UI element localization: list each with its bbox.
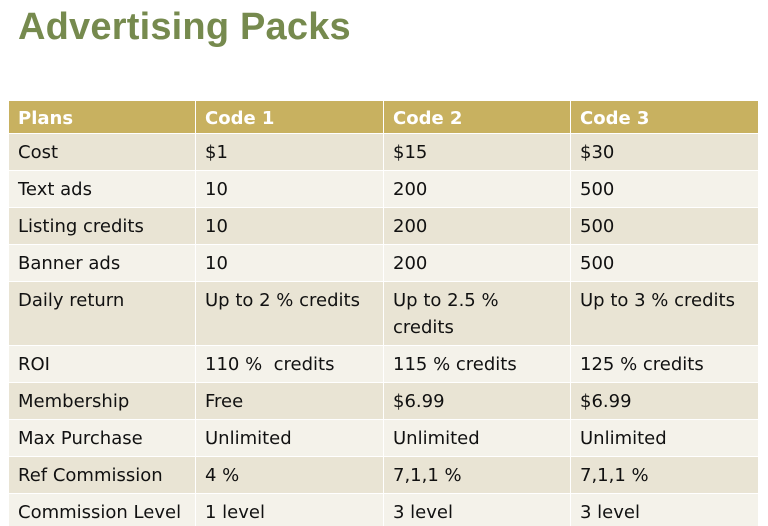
table-row-ref-commission: Ref Commission 4 % 7,1,1 % 7,1,1 % [8, 456, 759, 494]
table-cell: 110 % credits [195, 345, 384, 383]
table-cell: Up to 2.5 % credits [383, 281, 571, 346]
table-row-roi: ROI 110 % credits 115 % credits 125 % cr… [8, 345, 759, 383]
table-row-listing-credits: Listing credits 10 200 500 [8, 207, 759, 245]
row-label: Daily return [8, 281, 196, 346]
table-cell: 3 level [570, 493, 759, 526]
table-cell: 200 [383, 207, 571, 245]
advertising-packs-table: Plans Code 1 Code 2 Code 3 Cost $1 $15 $… [8, 100, 759, 526]
table-cell: Up to 2 % credits [195, 281, 384, 346]
row-label: Ref Commission [8, 456, 196, 494]
table-cell: Unlimited [383, 419, 571, 457]
table-row-membership: Membership Free $6.99 $6.99 [8, 382, 759, 420]
header-code-3: Code 3 [570, 100, 759, 134]
row-label: Listing credits [8, 207, 196, 245]
table-cell: $30 [570, 133, 759, 171]
table-cell: 10 [195, 170, 384, 208]
row-label: Commission Level [8, 493, 196, 526]
page-title: Advertising Packs [18, 6, 351, 48]
table-cell: 10 [195, 244, 384, 282]
table-cell: Unlimited [570, 419, 759, 457]
table-cell: Free [195, 382, 384, 420]
header-code-1: Code 1 [195, 100, 384, 134]
row-label: ROI [8, 345, 196, 383]
row-label: Text ads [8, 170, 196, 208]
table-cell: 200 [383, 244, 571, 282]
table-row-text-ads: Text ads 10 200 500 [8, 170, 759, 208]
table-row-daily-return: Daily return Up to 2 % credits Up to 2.5… [8, 281, 759, 346]
row-label: Max Purchase [8, 419, 196, 457]
table-row-banner-ads: Banner ads 10 200 500 [8, 244, 759, 282]
table-cell: 3 level [383, 493, 571, 526]
table-cell: 200 [383, 170, 571, 208]
header-plans: Plans [8, 100, 196, 134]
table-cell: $1 [195, 133, 384, 171]
table-cell: $15 [383, 133, 571, 171]
table-cell: 7,1,1 % [383, 456, 571, 494]
table-cell: 500 [570, 170, 759, 208]
table-row-cost: Cost $1 $15 $30 [8, 133, 759, 171]
table-cell: 125 % credits [570, 345, 759, 383]
table-cell: 500 [570, 207, 759, 245]
row-label: Banner ads [8, 244, 196, 282]
table-header-row: Plans Code 1 Code 2 Code 3 [8, 100, 759, 134]
table-cell: 500 [570, 244, 759, 282]
table-cell: 1 level [195, 493, 384, 526]
table-cell: $6.99 [570, 382, 759, 420]
table-cell: 4 % [195, 456, 384, 494]
table-cell: 115 % credits [383, 345, 571, 383]
table-cell: Unlimited [195, 419, 384, 457]
row-label: Cost [8, 133, 196, 171]
row-label: Membership [8, 382, 196, 420]
table-cell: $6.99 [383, 382, 571, 420]
table-row-max-purchase: Max Purchase Unlimited Unlimited Unlimit… [8, 419, 759, 457]
table-cell: 7,1,1 % [570, 456, 759, 494]
table-cell: Up to 3 % credits [570, 281, 759, 346]
table-cell: 10 [195, 207, 384, 245]
header-code-2: Code 2 [383, 100, 571, 134]
table-row-commission-level: Commission Level 1 level 3 level 3 level [8, 493, 759, 526]
